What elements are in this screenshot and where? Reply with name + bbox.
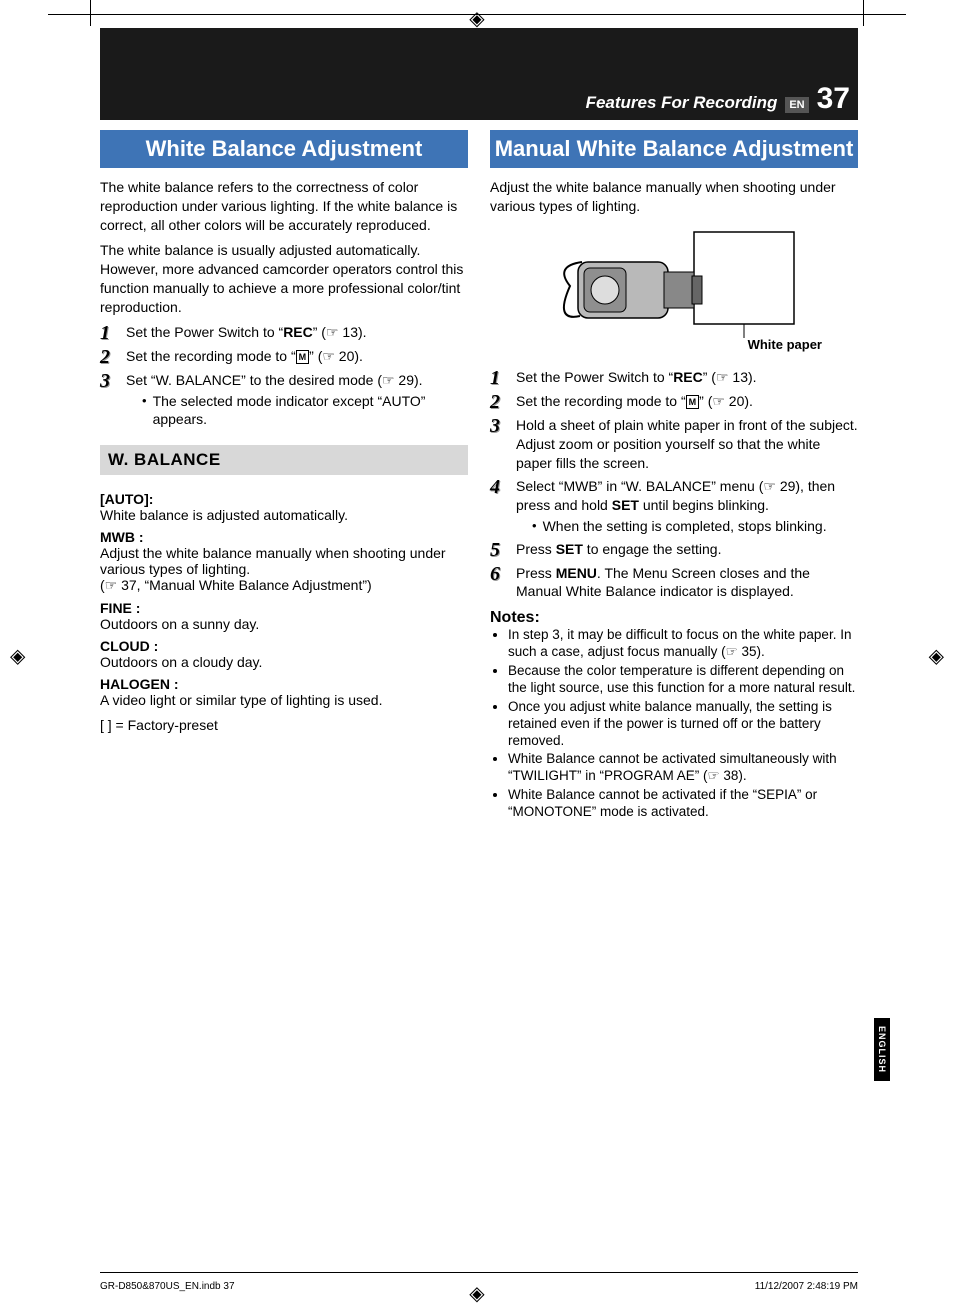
footer-date: 11/12/2007 2:48:19 PM bbox=[755, 1281, 858, 1292]
step-number: 3 bbox=[490, 416, 508, 473]
option-mwb: MWB : Adjust the white balance manually … bbox=[100, 523, 468, 594]
opt-text: White balance is adjusted automatically. bbox=[100, 507, 348, 523]
header-section-title: Features For Recording bbox=[586, 93, 778, 113]
left-intro-2: The white balance is usually adjusted au… bbox=[100, 241, 468, 317]
wbalance-subtitle: W. BALANCE bbox=[100, 445, 468, 475]
opt-label: CLOUD : bbox=[100, 638, 158, 654]
opt-text: Outdoors on a cloudy day. bbox=[100, 654, 262, 670]
note-item: In step 3, it may be difficult to focus … bbox=[508, 627, 858, 661]
mode-m-icon: M bbox=[296, 350, 310, 364]
white-paper-label: White paper bbox=[748, 337, 822, 352]
header-lang-badge: EN bbox=[785, 97, 808, 113]
step-number: 5 bbox=[490, 540, 508, 560]
step-number: 2 bbox=[100, 347, 118, 367]
step-text: Press MENU. The Menu Screen closes and t… bbox=[516, 564, 858, 602]
factory-note: [ ] = Factory-preset bbox=[100, 716, 468, 735]
right-step-5: 5 Press SET to engage the setting. bbox=[490, 540, 858, 560]
camera-illustration bbox=[544, 226, 804, 351]
step-number: 1 bbox=[490, 368, 508, 388]
step-bullet: • When the setting is completed, stops b… bbox=[516, 517, 858, 536]
opt-text: A video light or similar type of lightin… bbox=[100, 692, 382, 708]
notes-list: In step 3, it may be difficult to focus … bbox=[490, 627, 858, 821]
option-cloud: CLOUD : Outdoors on a cloudy day. bbox=[100, 632, 468, 670]
right-step-2: 2 Set the recording mode to “M” (☞ 20). bbox=[490, 392, 858, 412]
option-halogen: HALOGEN : A video light or similar type … bbox=[100, 670, 468, 708]
opt-text: Adjust the white balance manually when s… bbox=[100, 545, 446, 577]
registration-mark-left: ◈ bbox=[10, 644, 25, 669]
notes-heading: Notes: bbox=[490, 609, 858, 627]
right-title: Manual White Balance Adjustment bbox=[490, 130, 858, 168]
right-column: Manual White Balance Adjustment Adjust t… bbox=[490, 130, 858, 1252]
camera-figure: White paper bbox=[490, 226, 858, 356]
left-step-2: 2 Set the recording mode to “M” (☞ 20). bbox=[100, 347, 468, 367]
mode-m-icon: M bbox=[686, 395, 700, 409]
left-title: White Balance Adjustment bbox=[100, 130, 468, 168]
footer: GR-D850&870US_EN.indb 37 11/12/2007 2:48… bbox=[100, 1272, 858, 1292]
step-text: Set the recording mode to “M” (☞ 20). bbox=[126, 347, 468, 367]
option-fine: FINE : Outdoors on a sunny day. bbox=[100, 594, 468, 632]
registration-mark-right: ◈ bbox=[929, 644, 944, 669]
note-item: White Balance cannot be activated simult… bbox=[508, 751, 858, 785]
step-text: Hold a sheet of plain white paper in fro… bbox=[516, 416, 858, 473]
right-step-3: 3 Hold a sheet of plain white paper in f… bbox=[490, 416, 858, 473]
left-step-1: 1 Set the Power Switch to “REC” (☞ 13). bbox=[100, 323, 468, 343]
right-intro: Adjust the white balance manually when s… bbox=[490, 178, 858, 216]
step-text: Set the Power Switch to “REC” (☞ 13). bbox=[516, 368, 858, 388]
left-column: White Balance Adjustment The white balan… bbox=[100, 130, 468, 1252]
step-text: Set the Power Switch to “REC” (☞ 13). bbox=[126, 323, 468, 343]
step-number: 1 bbox=[100, 323, 118, 343]
option-auto: [AUTO]: White balance is adjusted automa… bbox=[100, 485, 468, 523]
right-step-4: 4 Select “MWB” in “W. BALANCE” menu (☞ 2… bbox=[490, 477, 858, 536]
step-text: Select “MWB” in “W. BALANCE” menu (☞ 29)… bbox=[516, 477, 858, 536]
opt-label: FINE : bbox=[100, 600, 140, 616]
opt-label: HALOGEN : bbox=[100, 676, 179, 692]
header-bar: Features For Recording EN 37 bbox=[100, 28, 858, 120]
left-step-3: 3 Set “W. BALANCE” to the desired mode (… bbox=[100, 371, 468, 430]
step-text: Set “W. BALANCE” to the desired mode (☞ … bbox=[126, 371, 468, 430]
step-number: 4 bbox=[490, 477, 508, 536]
note-item: Once you adjust white balance manually, … bbox=[508, 699, 858, 750]
step-text: Press SET to engage the setting. bbox=[516, 540, 858, 560]
note-item: Because the color temperature is differe… bbox=[508, 663, 858, 697]
header-page-number: 37 bbox=[817, 82, 850, 116]
right-step-1: 1 Set the Power Switch to “REC” (☞ 13). bbox=[490, 368, 858, 388]
note-item: White Balance cannot be activated if the… bbox=[508, 787, 858, 821]
step-bullet: • The selected mode indicator except “AU… bbox=[126, 392, 468, 430]
opt-label: MWB : bbox=[100, 529, 144, 545]
step-text: Set the recording mode to “M” (☞ 20). bbox=[516, 392, 858, 412]
footer-file: GR-D850&870US_EN.indb 37 bbox=[100, 1281, 235, 1292]
opt-text-ref: (☞ 37, “Manual White Balance Adjustment”… bbox=[100, 577, 372, 593]
opt-text: Outdoors on a sunny day. bbox=[100, 616, 259, 632]
step-number: 6 bbox=[490, 564, 508, 602]
opt-label: [AUTO]: bbox=[100, 491, 153, 507]
page-content: White Balance Adjustment The white balan… bbox=[100, 130, 858, 1252]
step-number: 3 bbox=[100, 371, 118, 430]
step-number: 2 bbox=[490, 392, 508, 412]
left-intro-1: The white balance refers to the correctn… bbox=[100, 178, 468, 235]
language-tab: ENGLISH bbox=[874, 1018, 890, 1081]
right-step-6: 6 Press MENU. The Menu Screen closes and… bbox=[490, 564, 858, 602]
